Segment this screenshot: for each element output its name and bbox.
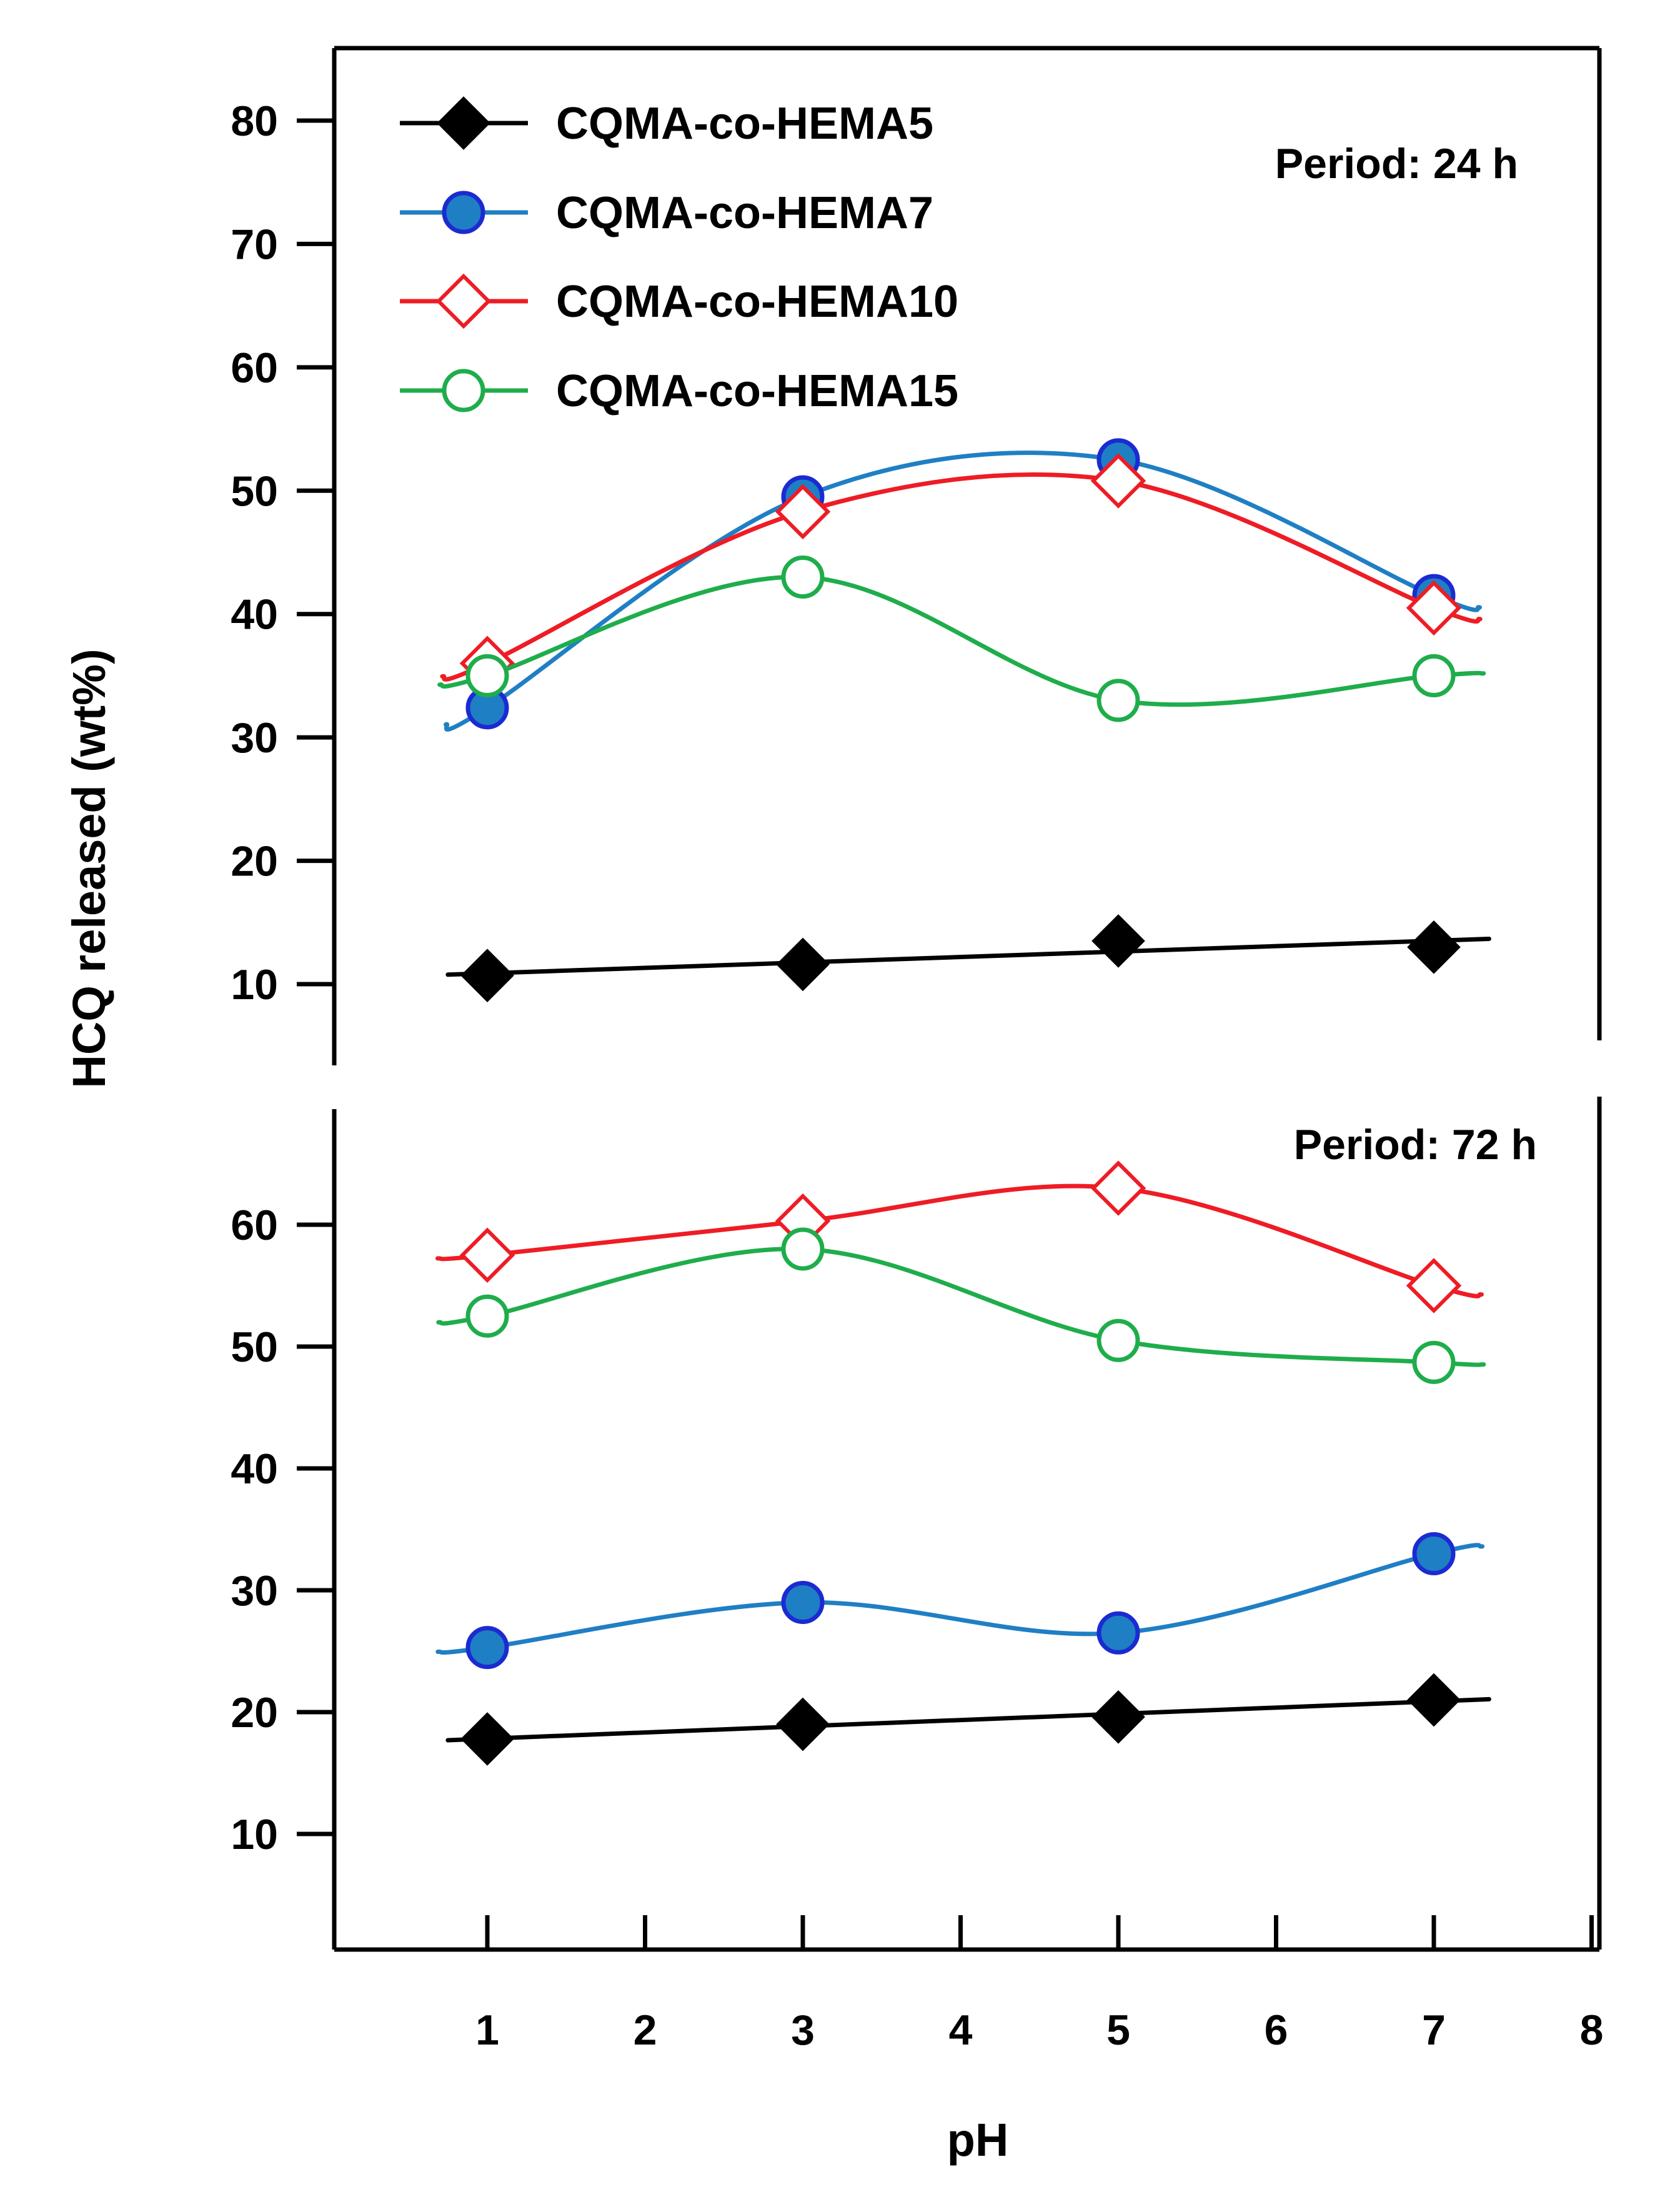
legend-label-cqma-co-hema5: CQMA-co-HEMA5	[556, 99, 933, 149]
top-panel-ytick-label-40: 40	[231, 591, 278, 639]
bottom-panel-cqma-co-hema5-point-3	[776, 1697, 830, 1751]
bottom-panel-cqma-co-hema15-point-1	[465, 1294, 509, 1338]
top-panel-ytick-label-50: 50	[231, 467, 278, 515]
bottom-panel-cqma-co-hema5-point-7	[1407, 1673, 1461, 1727]
top-panel-cqma-co-hema5-point-5	[1091, 914, 1145, 968]
bottom-panel-cqma-co-hema15-point-5	[1096, 1318, 1140, 1362]
bottom-panel-cqma-co-hema7-point-1	[465, 1626, 509, 1670]
legend-label-cqma-co-hema7: CQMA-co-HEMA7	[556, 188, 933, 238]
top-panel-cqma-co-hema10-line	[440, 472, 1483, 682]
bottom-panel-ytick-label-30: 30	[231, 1567, 278, 1615]
xtick-label-8: 8	[1580, 2006, 1604, 2054]
top-panel-cqma-co-hema15-point-1	[465, 654, 509, 697]
legend-label-cqma-co-hema10: CQMA-co-HEMA10	[556, 277, 958, 327]
top-panel-cqma-co-hema5-point-7	[1407, 920, 1461, 974]
xtick-label-7: 7	[1422, 2006, 1446, 2054]
top-panel-cqma-co-hema10-point-5	[1090, 453, 1146, 509]
bottom-panel-ytick-label-50: 50	[231, 1323, 278, 1371]
top-panel-series-cqma-co-hema10	[440, 453, 1483, 691]
bottom-panel-ytick-label-60: 60	[231, 1202, 278, 1249]
xtick-label-6: 6	[1265, 2006, 1288, 2054]
top-panel-ytick-label-20: 20	[231, 838, 278, 885]
top-panel-cqma-co-hema5-point-3	[776, 937, 830, 992]
bottom-panel-cqma-co-hema5-line	[445, 1696, 1491, 1743]
top-panel-cqma-co-hema15-point-5	[1096, 679, 1140, 722]
legend-marker-cqma-co-hema10	[435, 273, 492, 329]
top-panel-ytick-label-10: 10	[231, 961, 278, 1009]
top-panel-series-cqma-co-hema15	[437, 555, 1486, 722]
top-panel-series-cqma-co-hema5	[445, 914, 1491, 1003]
bottom-panel-cqma-co-hema7-line	[435, 1543, 1485, 1655]
legend: CQMA-co-HEMA5 CQMA-co-HEMA7 CQMA-co-HEMA10…	[400, 96, 958, 416]
bottom-panel-cqma-co-hema15-line	[436, 1247, 1486, 1367]
top-panel-ytick-label-60: 60	[231, 344, 278, 392]
bottom-panel-cqma-co-hema7-point-5	[1096, 1611, 1140, 1655]
bottom-panel-cqma-co-hema10-point-1	[459, 1227, 515, 1283]
top-panel-ytick-label-30: 30	[231, 714, 278, 762]
bottom-panel-cqma-co-hema15-point-7	[1412, 1340, 1456, 1384]
top-panel-cqma-co-hema5-point-1	[460, 949, 514, 1003]
bottom-panel-cqma-co-hema5-point-5	[1091, 1690, 1145, 1744]
legend-marker-cqma-co-hema7	[442, 191, 485, 234]
top-panel-cqma-co-hema7-line	[443, 451, 1482, 732]
y-axis-title: HCQ released (wt%)	[63, 649, 115, 1088]
top-panel-cqma-co-hema10-point-3	[775, 484, 831, 540]
bottom-panel-ytick-label-10: 10	[231, 1811, 278, 1858]
bottom-panel-ytick-label-20: 20	[231, 1689, 278, 1736]
bottom-panel-cqma-co-hema7-point-3	[781, 1581, 825, 1624]
xtick-label-3: 3	[791, 2006, 815, 2054]
bottom-panel-cqma-co-hema5-point-1	[460, 1712, 514, 1766]
top-panel-cqma-co-hema15-point-3	[781, 555, 825, 599]
top-panel-cqma-co-hema10-point-7	[1406, 580, 1462, 636]
bottom-panel-cqma-co-hema10-line	[435, 1183, 1484, 1298]
bottom-panel-cqma-co-hema10-point-5	[1090, 1160, 1146, 1216]
xtick-label-4: 4	[949, 2006, 973, 2054]
bottom-panel-series-cqma-co-hema15	[436, 1227, 1486, 1384]
top-panel-cqma-co-hema15-point-7	[1412, 654, 1456, 697]
x-axis-title: pH	[947, 2114, 1009, 2166]
top-panel-cqma-co-hema15-line	[437, 574, 1486, 707]
bottom-panel-ytick-label-40: 40	[231, 1445, 278, 1493]
bottom-panel-cqma-co-hema7-point-7	[1412, 1532, 1456, 1575]
xtick-label-2: 2	[634, 2006, 657, 2054]
top-panel-24h: 10 20 30 40 50 60 70 80 Period: 24 h CQMA-co-HEMA…	[231, 46, 1602, 1065]
top-panel-cqma-co-hema5-line	[445, 936, 1491, 977]
top-panel-period-label: Period: 24 h	[1275, 140, 1518, 187]
legend-marker-cqma-co-hema15	[442, 369, 485, 412]
bottom-panel-72h: 10 20 30 40 50 60 1 2 3 4 5 6 7 8 Period: 72 h	[231, 1097, 1603, 2054]
top-panel-ytick-label-70: 70	[231, 221, 278, 268]
top-panel-ytick-label-80: 80	[231, 97, 278, 145]
legend-label-cqma-co-hema15: CQMA-co-HEMA15	[556, 366, 958, 416]
xtick-label-1: 1	[475, 2006, 499, 2054]
bottom-panel-cqma-co-hema15-point-3	[781, 1227, 825, 1271]
legend-marker-cqma-co-hema5	[437, 96, 490, 150]
bottom-panel-period-label: Period: 72 h	[1294, 1121, 1537, 1168]
bottom-panel-series-cqma-co-hema7	[435, 1532, 1485, 1670]
bottom-panel-series-cqma-co-hema5	[445, 1673, 1491, 1766]
bottom-panel-cqma-co-hema10-point-7	[1406, 1258, 1462, 1313]
top-panel-series-cqma-co-hema7	[443, 438, 1482, 732]
bottom-panel-series-cqma-co-hema10	[435, 1160, 1484, 1313]
xtick-label-5: 5	[1106, 2006, 1130, 2054]
